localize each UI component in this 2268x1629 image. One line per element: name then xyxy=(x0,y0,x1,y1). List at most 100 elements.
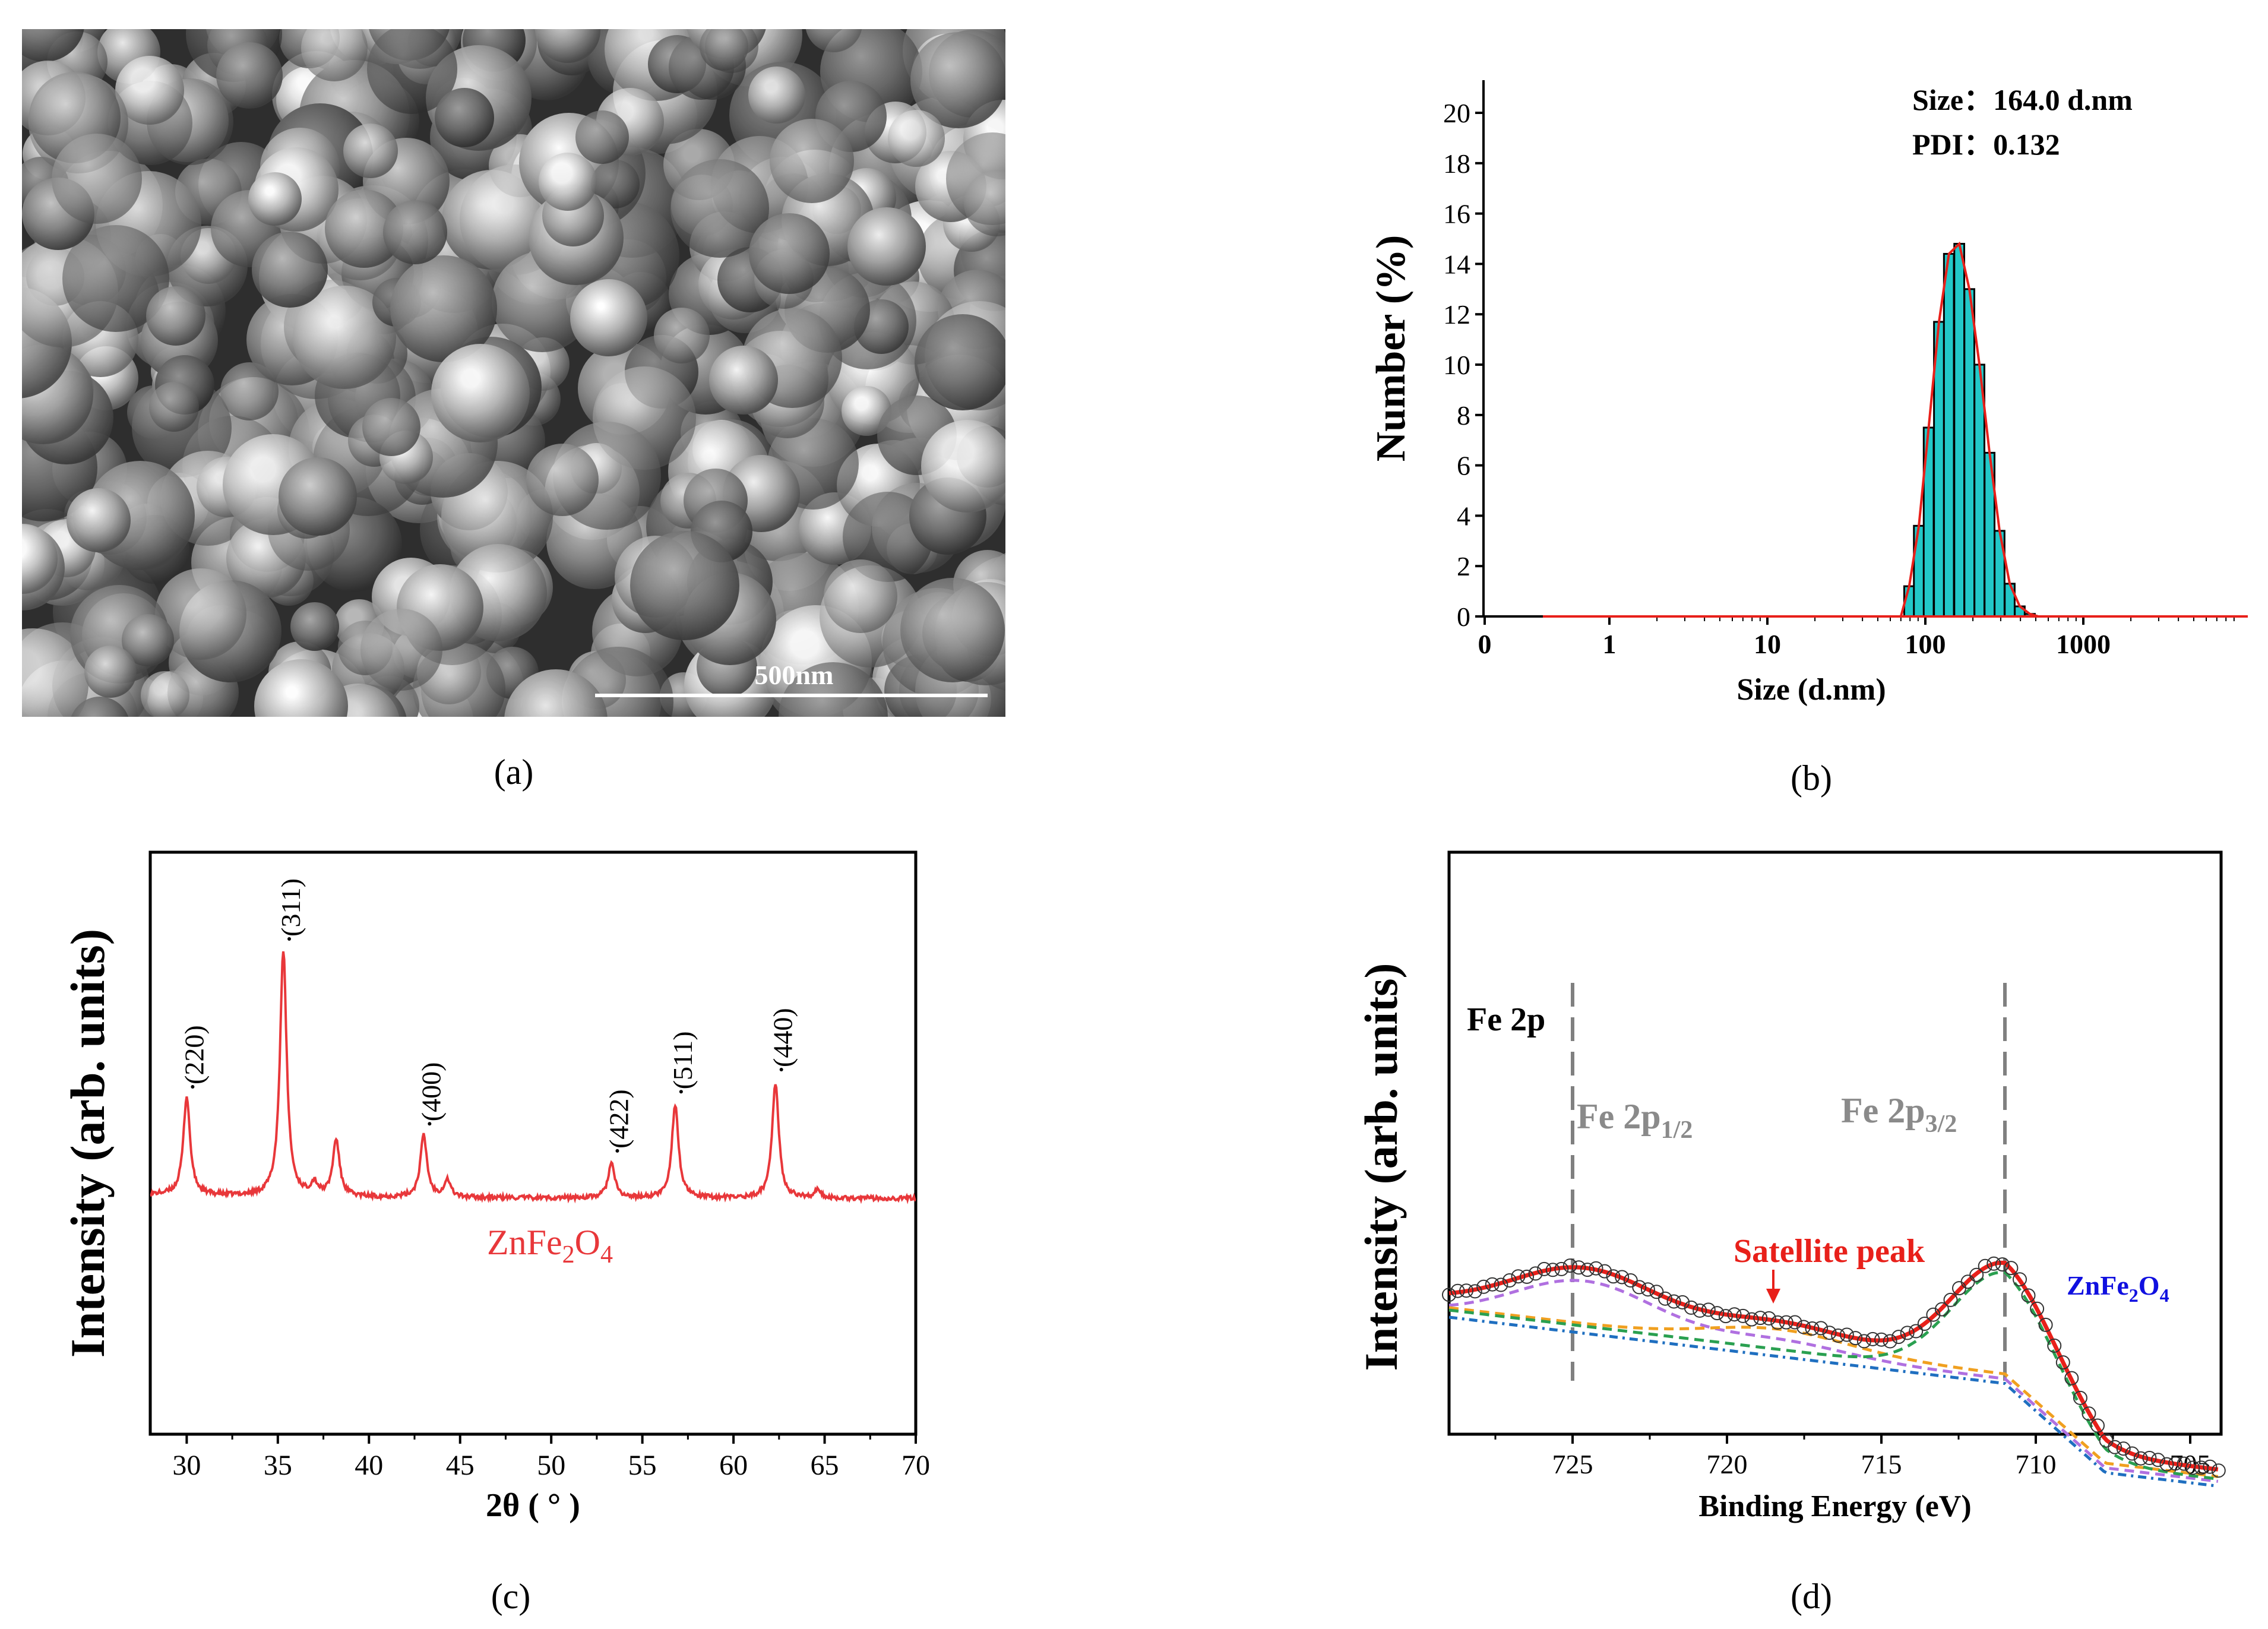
c-peak-label: (400) xyxy=(416,1062,446,1122)
c-peak-label: (511) xyxy=(668,1031,698,1089)
sem-grain xyxy=(325,189,403,268)
d-data-point xyxy=(2004,1261,2019,1276)
d-data-point xyxy=(1615,1270,1630,1285)
sem-grain xyxy=(805,29,862,52)
d-data-point xyxy=(1909,1324,1924,1339)
sem-grain xyxy=(362,398,420,456)
d-data-point xyxy=(1718,1309,1733,1324)
sem-grain xyxy=(146,286,205,346)
d-data-point xyxy=(2082,1406,2096,1421)
b-y-tick-label: 18 xyxy=(1443,148,1470,179)
d-x-axis-label: Binding Energy (eV) xyxy=(1698,1489,1971,1523)
d-data-point xyxy=(1736,1308,1750,1323)
c-x-tick-label: 50 xyxy=(537,1450,565,1481)
d-data-point xyxy=(1874,1332,1889,1347)
d-data-point xyxy=(1987,1256,2001,1271)
sem-grain xyxy=(749,213,830,294)
b-bar xyxy=(1963,288,1976,618)
sem-grain xyxy=(71,697,129,717)
c-compound-label: ZnFe2O4 xyxy=(487,1223,613,1269)
d-compound-label: ZnFe2O4 xyxy=(2067,1270,2169,1306)
sem-grain xyxy=(654,308,710,363)
b-x-axis-label: Size (d.nm) xyxy=(1736,673,1886,707)
d-data-point xyxy=(1606,1269,1621,1284)
b-y-tick-label: 20 xyxy=(1443,98,1470,128)
c-peak-marker xyxy=(428,1122,432,1126)
sem-grain xyxy=(155,568,246,660)
sem-grain xyxy=(431,344,530,442)
sem-grain xyxy=(301,29,368,81)
b-y-tick-label: 14 xyxy=(1443,249,1470,279)
sem-grain xyxy=(22,628,88,717)
d-data-point xyxy=(2047,1338,2062,1353)
c-peak-marker xyxy=(287,937,292,941)
sem-grain xyxy=(709,346,778,415)
sem-grain xyxy=(748,67,805,124)
d-data-point xyxy=(1934,1302,1949,1317)
b-bar xyxy=(1943,252,1955,618)
d-data-point xyxy=(1459,1283,1474,1298)
d-data-point xyxy=(1571,1260,1586,1275)
d-data-point xyxy=(1562,1258,1577,1273)
d-data-point xyxy=(1822,1326,1837,1340)
sem-grain xyxy=(390,255,497,362)
sem-grain xyxy=(254,659,348,717)
c-xrd-line xyxy=(150,951,916,1204)
b-x-tick-label: 100 xyxy=(1905,629,1946,659)
sem-grain xyxy=(910,32,1005,128)
c-frame xyxy=(148,850,918,1436)
sem-grain xyxy=(964,170,1005,236)
d-data-point xyxy=(2194,1460,2209,1475)
sem-grain xyxy=(915,314,1005,410)
c-x-tick-label: 40 xyxy=(355,1450,383,1481)
chart-b: 0 2 4 6 8 10 12 14 16 18 20 0 1 10 100 1000 Size：164.0 … xyxy=(1368,80,2248,798)
d-data-point xyxy=(1805,1321,1820,1336)
chart-d: 725 720 715 710 705 Fe 2p Fe 2p1/2 Fe 2p3/2 … xyxy=(1355,850,2226,1616)
d-y-axis-label: Intensity (arb. units) xyxy=(1355,963,1407,1371)
b-x-tick-label: 0 xyxy=(1478,629,1492,659)
d-fe2p12-label: Fe 2p1/2 xyxy=(1577,1097,1693,1144)
d-data-point xyxy=(1693,1303,1707,1318)
d-data-point xyxy=(1727,1307,1742,1322)
sem-grain xyxy=(591,160,640,208)
sem-grain xyxy=(220,362,279,420)
sem-grain xyxy=(22,524,58,594)
d-data-point xyxy=(1554,1261,1569,1276)
d-data-point xyxy=(1467,1284,1482,1299)
d-data-point xyxy=(1658,1291,1672,1306)
b-fit-curve xyxy=(1899,241,2039,618)
chart-c: 30 35 40 45 50 55 60 65 70 (220) (311) (400) (422) (… xyxy=(61,850,930,1616)
sem-grain xyxy=(367,29,457,114)
d-data-point xyxy=(1969,1267,1984,1282)
sem-grain xyxy=(888,110,945,167)
d-data-point xyxy=(1502,1273,1517,1288)
b-x-tick-label: 1 xyxy=(1603,629,1617,659)
d-data-point xyxy=(2177,1456,2191,1471)
d-data-point xyxy=(1753,1311,1768,1326)
d-data-points xyxy=(1442,1256,2226,1478)
c-peak-label: (422) xyxy=(603,1089,634,1149)
sem-grain xyxy=(435,88,494,147)
d-data-point xyxy=(1831,1328,1846,1343)
sem-micrograph: 500nm xyxy=(22,29,1005,717)
c-x-tick-label: 55 xyxy=(628,1450,657,1481)
d-data-point xyxy=(1537,1261,1552,1276)
d-data-point xyxy=(1589,1261,1603,1276)
sem-grain xyxy=(252,232,328,308)
d-data-point xyxy=(1511,1269,1526,1284)
sem-grain xyxy=(115,56,184,125)
c-x-tick-label: 35 xyxy=(264,1450,292,1481)
c-peak-label: (440) xyxy=(768,1008,798,1067)
d-data-point xyxy=(1485,1277,1500,1292)
d-data-point xyxy=(2150,1453,2165,1467)
sem-grain xyxy=(343,124,398,178)
d-x-tick-label: 710 xyxy=(2016,1449,2057,1479)
d-data-point xyxy=(1995,1257,2010,1272)
d-fit-envelope xyxy=(1448,1260,2219,1472)
panel-label-a: (a) xyxy=(494,752,534,792)
d-data-point xyxy=(1598,1264,1612,1279)
d-fe2p32-label: Fe 2p3/2 xyxy=(1841,1091,1957,1138)
d-data-point xyxy=(1476,1279,1491,1294)
sem-grain xyxy=(248,172,302,226)
d-background-curve xyxy=(1448,1315,2219,1488)
